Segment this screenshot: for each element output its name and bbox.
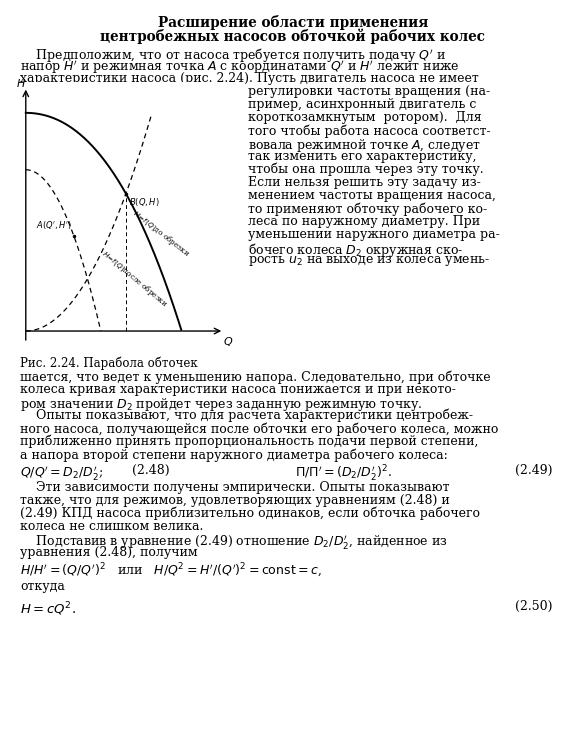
Text: $H = cQ^2$.: $H = cQ^2$. bbox=[20, 600, 76, 618]
Text: приближенно принять пропорциональность подачи первой степени,: приближенно принять пропорциональность п… bbox=[20, 435, 478, 448]
Text: $A(Q',H')$: $A(Q',H')$ bbox=[36, 219, 72, 231]
Text: $H/H' = (Q/Q')^2$   или   $H/Q^2 = H'/(Q')^2 = \mathrm{const} = c$,: $H/H' = (Q/Q')^2$ или $H/Q^2 = H'/(Q')^2… bbox=[20, 562, 322, 580]
Text: короткозамкнутым  ротором).  Для: короткозамкнутым ротором). Для bbox=[248, 111, 481, 124]
Text: так изменить его характеристику,: так изменить его характеристику, bbox=[248, 150, 477, 163]
Text: центробежных насосов обточкой рабочих колес: центробежных насосов обточкой рабочих ко… bbox=[100, 28, 485, 43]
Text: $B(Q,H)$: $B(Q,H)$ bbox=[129, 196, 160, 208]
Text: напор $H'$ и режимная точка $A$ с координатами $Q'$ и $H'$ лежит ниже: напор $H'$ и режимная точка $A$ с коорди… bbox=[20, 59, 460, 77]
Text: а напора второй степени наружного диаметра рабочего колеса:: а напора второй степени наружного диамет… bbox=[20, 448, 448, 462]
Text: (2.49) КПД насоса приблизительно одинаков, если обточка рабочего: (2.49) КПД насоса приблизительно одинако… bbox=[20, 507, 480, 521]
Text: уменьшении наружного диаметра ра-: уменьшении наружного диаметра ра- bbox=[248, 228, 500, 241]
Text: $Q/Q' = D_2/D_2'$;: $Q/Q' = D_2/D_2'$; bbox=[20, 464, 103, 482]
Text: шается, что ведет к уменьшению напора. Следовательно, при обточке: шается, что ведет к уменьшению напора. С… bbox=[20, 370, 491, 383]
Text: пример, асинхронный двигатель с: пример, асинхронный двигатель с bbox=[248, 98, 477, 111]
Text: менением частоты вращения насоса,: менением частоты вращения насоса, bbox=[248, 189, 496, 202]
Text: вовала режимной точке $A$, следует: вовала режимной точке $A$, следует bbox=[248, 137, 481, 154]
Text: $Q$: $Q$ bbox=[223, 335, 234, 348]
Text: также, что для режимов, удовлетворяющих уравнениям (2.48) и: также, что для режимов, удовлетворяющих … bbox=[20, 494, 450, 507]
Text: бочего колеса $D_2$ окружная ско-: бочего колеса $D_2$ окружная ско- bbox=[248, 241, 463, 259]
Text: регулировки частоты вращения (на-: регулировки частоты вращения (на- bbox=[248, 85, 490, 98]
Text: $H$: $H$ bbox=[16, 77, 26, 89]
Text: то применяют обточку рабочего ко-: то применяют обточку рабочего ко- bbox=[248, 202, 487, 216]
Text: чтобы она прошла через эту точку.: чтобы она прошла через эту точку. bbox=[248, 163, 484, 177]
Text: колеса кривая характеристики насоса понижается и при некото-: колеса кривая характеристики насоса пони… bbox=[20, 383, 456, 396]
Text: Расширение области применения: Расширение области применения bbox=[158, 15, 428, 30]
Text: $H\!=\!f(Q)$после обрезки: $H\!=\!f(Q)$после обрезки bbox=[99, 248, 170, 310]
Text: ром значении $D_2$ пройдет через заданную режимную точку.: ром значении $D_2$ пройдет через заданну… bbox=[20, 396, 423, 413]
Text: Подставив в уравнение (2.49) отношение $D_2/D_2'$, найденное из: Подставив в уравнение (2.49) отношение $… bbox=[20, 533, 448, 551]
Text: (2.48): (2.48) bbox=[132, 464, 170, 477]
Text: Рис. 2.24. Парабола обточек: Рис. 2.24. Парабола обточек bbox=[20, 357, 198, 371]
Text: Эти зависимости получены эмпирически. Опыты показывают: Эти зависимости получены эмпирически. Оп… bbox=[20, 481, 450, 494]
Text: Предположим, что от насоса требуется получить подачу $Q'$ и: Предположим, что от насоса требуется пол… bbox=[20, 46, 446, 64]
Text: Если нельзя решить эту задачу из-: Если нельзя решить эту задачу из- bbox=[248, 176, 481, 189]
Text: (2.50): (2.50) bbox=[515, 600, 553, 613]
Text: колеса не слишком велика.: колеса не слишком велика. bbox=[20, 520, 203, 533]
Text: леса по наружному диаметру. При: леса по наружному диаметру. При bbox=[248, 215, 480, 228]
Text: $\Pi/\Pi' = (D_2/D_2')^2$.: $\Pi/\Pi' = (D_2/D_2')^2$. bbox=[295, 464, 392, 484]
Text: (2.49): (2.49) bbox=[515, 464, 553, 477]
Text: того чтобы работа насоса соответст-: того чтобы работа насоса соответст- bbox=[248, 124, 491, 137]
Text: откуда: откуда bbox=[20, 580, 65, 593]
Text: уравнения (2.48), получим: уравнения (2.48), получим bbox=[20, 546, 198, 559]
Text: Опыты показывают, что для расчета характеристики центробеж-: Опыты показывают, что для расчета характ… bbox=[20, 409, 473, 422]
Text: ного насоса, получающейся после обточки его рабочего колеса, можно: ного насоса, получающейся после обточки … bbox=[20, 422, 498, 436]
Text: рость $u_2$ на выходе из колеса умень-: рость $u_2$ на выходе из колеса умень- bbox=[248, 254, 490, 268]
Text: $H\!=\!f(Q)$до обрезки: $H\!=\!f(Q)$до обрезки bbox=[130, 207, 192, 260]
Text: характеристики насоса (рис. 2.24). Пусть двигатель насоса не имеет: характеристики насоса (рис. 2.24). Пусть… bbox=[20, 72, 479, 85]
